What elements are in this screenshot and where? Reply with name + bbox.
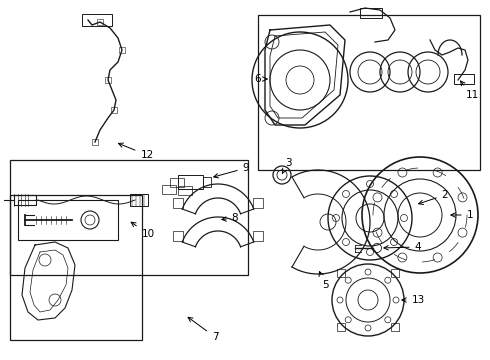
Bar [454, 74, 474, 84]
Bar [178, 175, 203, 189]
Bar [178, 186, 192, 195]
Bar [360, 8, 382, 18]
Bar [130, 194, 148, 206]
Bar [82, 14, 112, 26]
Text: 4: 4 [384, 242, 421, 252]
Text: 2: 2 [418, 190, 448, 204]
Bar [97, 19, 103, 25]
Bar [258, 15, 480, 170]
Bar [391, 323, 399, 331]
Bar [253, 198, 263, 208]
Text: 9: 9 [214, 163, 249, 178]
Bar [173, 231, 183, 242]
Text: 13: 13 [402, 295, 425, 305]
Bar [14, 195, 36, 205]
Bar [10, 160, 248, 275]
Text: 5: 5 [319, 271, 328, 290]
Bar [170, 178, 184, 187]
Bar [105, 77, 111, 83]
Bar [162, 185, 176, 194]
Bar [18, 200, 118, 240]
Bar [119, 47, 125, 53]
Bar [173, 198, 183, 208]
Text: 12: 12 [119, 143, 154, 160]
Text: 11: 11 [461, 81, 479, 100]
Bar [92, 139, 98, 145]
Text: 6: 6 [255, 74, 267, 84]
Bar [391, 269, 399, 277]
Bar [337, 269, 345, 277]
Bar [253, 231, 263, 242]
Bar [337, 323, 345, 331]
Bar [10, 195, 142, 340]
Text: 1: 1 [451, 210, 473, 220]
Text: 3: 3 [282, 158, 292, 174]
Bar [203, 177, 211, 187]
Text: 7: 7 [188, 317, 219, 342]
Bar [111, 107, 117, 113]
Text: 8: 8 [222, 213, 238, 223]
Text: 10: 10 [131, 222, 154, 239]
